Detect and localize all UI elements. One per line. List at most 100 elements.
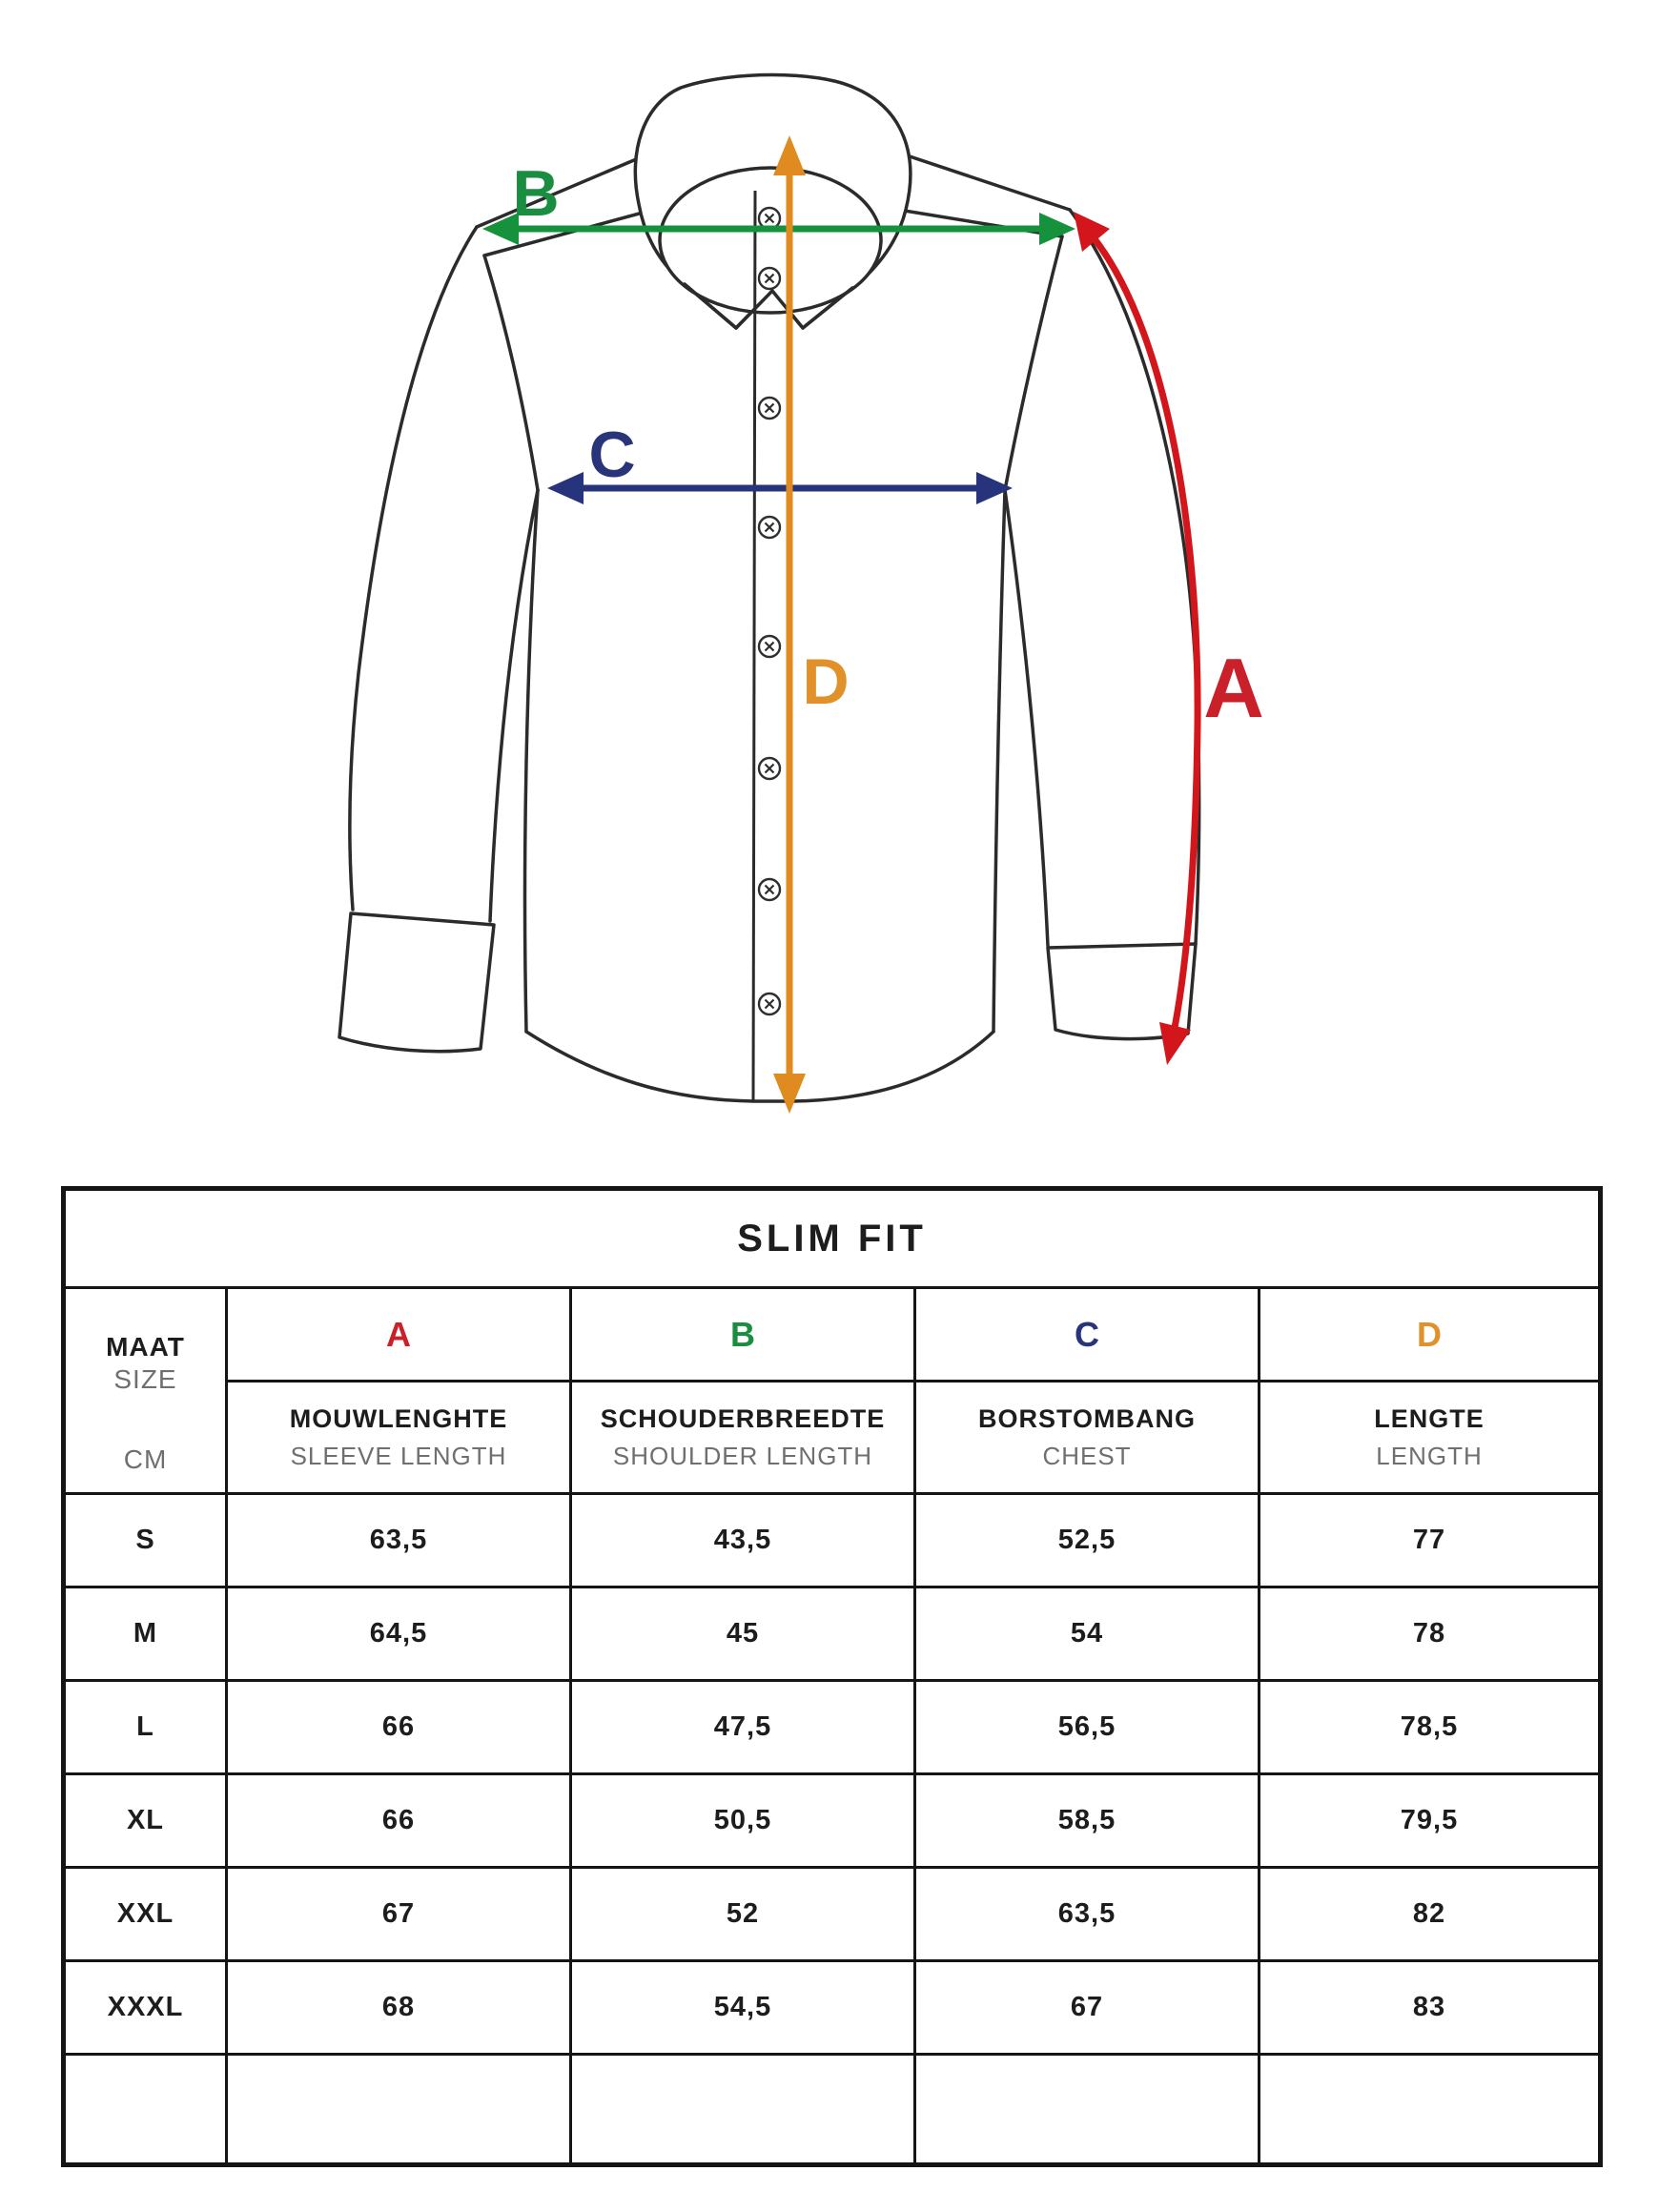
value-cell: 52,5 (913, 1492, 1260, 1588)
size-unit-header-cell: MAAT SIZE CM (62, 1286, 228, 1495)
column-letters-row: MAAT SIZE CM A B C D (62, 1286, 1603, 1495)
column-labels-row: MOUWLENGHTE SLEEVE LENGTH SCHOUDERBREEDT… (64, 1380, 1603, 1495)
shoulder-width-arrow-b: B (482, 157, 1075, 245)
left-sleeve-inner (488, 488, 540, 923)
value-cell: 47,5 (569, 1679, 916, 1775)
measure-label-c: C (588, 419, 635, 491)
table-row: XXXL 68 54,5 67 83 (62, 1959, 1603, 2056)
value-cell: 63,5 (225, 1492, 572, 1588)
length-arrow-d: D (773, 135, 850, 1114)
button (757, 266, 782, 291)
empty-cell (225, 2053, 572, 2166)
column-label-b: SCHOUDERBREEDTE SHOULDER LENGTH (569, 1380, 916, 1495)
table-title: SLIM FIT (61, 1187, 1603, 1289)
arrow-d-bottom-head (773, 1074, 806, 1114)
column-label-a: MOUWLENGHTE SLEEVE LENGTH (225, 1380, 572, 1495)
right-sleeve-inner (1003, 488, 1050, 948)
value-cell: 52 (569, 1866, 916, 1962)
column-label-c-nl: BORSTOMBANG (977, 1403, 1196, 1433)
measure-label-d: D (802, 645, 849, 718)
value-cell: 78 (1257, 1586, 1603, 1682)
column-label-a-en: SLEEVE LENGTH (290, 1441, 507, 1470)
button (757, 877, 782, 902)
sleeve-length-arrow-a: A (1074, 212, 1264, 1065)
value-cell: 45 (569, 1586, 916, 1682)
collar-points (683, 282, 854, 330)
button (757, 515, 782, 540)
value-cell: 58,5 (913, 1772, 1260, 1869)
table-title-row: SLIM FIT (61, 1187, 1603, 1289)
empty-cell (1257, 2053, 1603, 2166)
size-header-nl: MAAT (106, 1331, 185, 1362)
right-side-seam (992, 488, 1007, 1034)
measure-label-b: B (512, 157, 559, 230)
column-label-b-nl: SCHOUDERBREEDTE (600, 1403, 886, 1433)
size-cell: XXL (62, 1866, 228, 1962)
arrow-a-curve (1093, 237, 1201, 1029)
arrow-c-left-head (547, 472, 584, 504)
column-letter-d: D (1257, 1286, 1603, 1382)
value-cell: 66 (225, 1679, 572, 1775)
value-cell: 67 (225, 1866, 572, 1962)
value-cell: 66 (225, 1772, 572, 1869)
value-cell: 83 (1257, 1959, 1603, 2056)
value-cell: 63,5 (913, 1866, 1260, 1962)
column-letter-a: A (225, 1286, 572, 1382)
hem (524, 1030, 995, 1103)
column-label-c-en: CHEST (1042, 1441, 1132, 1470)
size-cell: L (62, 1679, 228, 1775)
empty-cell (569, 2053, 916, 2166)
value-cell: 43,5 (569, 1492, 916, 1588)
chest-arrow-c: C (547, 419, 1013, 504)
size-header-en: SIZE (113, 1363, 177, 1394)
column-letter-c: C (913, 1286, 1260, 1382)
size-cell: M (62, 1586, 228, 1682)
arrow-c-right-head (976, 472, 1013, 504)
value-cell: 78,5 (1257, 1679, 1603, 1775)
left-armhole-seam (482, 254, 540, 492)
value-cell: 50,5 (569, 1772, 916, 1869)
measure-label-a: A (1203, 641, 1264, 735)
collar (633, 72, 912, 330)
buttons (757, 206, 782, 1016)
column-label-d-nl: LENGTE (1374, 1403, 1485, 1433)
arrow-d-top-head (773, 135, 806, 175)
table-row: XL 66 50,5 58,5 79,5 (62, 1772, 1603, 1869)
value-cell: 54 (913, 1586, 1260, 1682)
column-label-c: BORSTOMBANG CHEST (913, 1380, 1260, 1495)
value-cell: 64,5 (225, 1586, 572, 1682)
value-cell: 82 (1257, 1866, 1603, 1962)
value-cell: 77 (1257, 1492, 1603, 1588)
column-letter-b: B (569, 1286, 916, 1382)
arrow-b-right-head (1039, 213, 1075, 245)
table-row: M 64,5 45 54 78 (62, 1586, 1603, 1682)
value-cell: 54,5 (569, 1959, 916, 2056)
empty-cell (62, 2053, 228, 2166)
button (757, 396, 782, 420)
arrow-a-bottom-head (1159, 1022, 1191, 1065)
value-cell: 67 (913, 1959, 1260, 2056)
size-cell: S (62, 1492, 228, 1588)
button (757, 634, 782, 659)
size-chart-table: SLIM FIT MAAT SIZE CM A B C D MOUWLENGHT… (61, 1186, 1604, 2167)
column-label-a-nl: MOUWLENGHTE (289, 1403, 508, 1433)
column-label-b-en: SHOULDER LENGTH (612, 1441, 873, 1470)
right-sleeve-outer (1068, 208, 1201, 946)
left-side-seam (522, 488, 540, 1034)
left-cuff (338, 911, 496, 1054)
right-armhole-seam (1003, 235, 1064, 492)
value-cell: 79,5 (1257, 1772, 1603, 1869)
neck-opening (658, 166, 883, 315)
shirt-measurement-diagram: B C D A (338, 72, 1264, 1114)
table-row: S 63,5 43,5 52,5 77 (62, 1492, 1603, 1588)
size-cell: XL (62, 1772, 228, 1869)
arrow-b-left-head (482, 213, 519, 245)
value-cell: 68 (225, 1959, 572, 2056)
button (757, 992, 782, 1016)
unit-label: CM (123, 1444, 168, 1474)
table-row: L 66 47,5 56,5 78,5 (62, 1679, 1603, 1775)
size-cell: XXXL (62, 1959, 228, 2056)
column-label-d: LENGTE LENGTH (1257, 1380, 1603, 1495)
button (757, 756, 782, 781)
